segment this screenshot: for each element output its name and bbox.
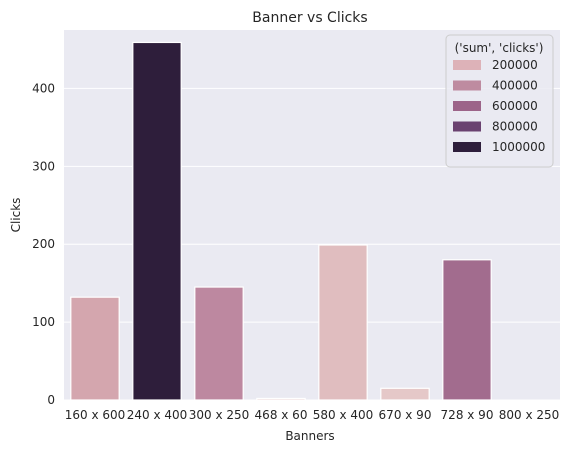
legend-label: 1000000	[492, 140, 545, 154]
x-tick-label: 300 x 250	[189, 408, 250, 422]
legend: ('sum', 'clicks') 200000 400000 600000 8000…	[445, 34, 554, 168]
x-axis-label: Banners	[285, 429, 334, 443]
y-tick-label: 0	[47, 393, 55, 407]
bar-580x400	[318, 244, 368, 401]
x-tick-label: 160 x 600	[65, 408, 126, 422]
bars	[70, 41, 492, 401]
bar-670x90	[380, 387, 430, 401]
y-tick-label: 300	[32, 159, 55, 173]
chart-title: Banner vs Clicks	[252, 10, 367, 26]
y-tick-label: 200	[32, 237, 55, 251]
bar-240x400	[132, 41, 182, 401]
legend-swatch	[453, 121, 481, 132]
x-tick-label: 468 x 60	[255, 408, 308, 422]
legend-label: 200000	[492, 58, 538, 72]
legend-swatch	[453, 101, 481, 111]
bar-468x60	[256, 397, 306, 401]
legend-label: 600000	[492, 99, 538, 113]
y-tick-label: 400	[32, 81, 55, 95]
legend-label: 400000	[492, 79, 538, 93]
x-tick-label: 670 x 90	[379, 408, 432, 422]
x-tick-label: 800 x 250	[499, 408, 560, 422]
y-ticks: 0 100 200 300 400	[32, 81, 55, 407]
legend-label: 800000	[492, 120, 538, 134]
x-tick-label: 580 x 400	[313, 408, 374, 422]
legend-swatch	[453, 80, 481, 91]
bar-728x90	[442, 259, 492, 401]
x-tick-label: 240 x 400	[127, 408, 188, 422]
y-tick-label: 100	[32, 315, 55, 329]
bar-300x250	[194, 286, 244, 401]
y-axis-label: Clicks	[9, 198, 23, 233]
x-tick-label: 728 x 90	[441, 408, 494, 422]
legend-swatch	[453, 60, 481, 70]
x-ticks: 160 x 600 240 x 400 300 x 250 468 x 60 580 x…	[65, 408, 560, 422]
legend-title: ('sum', 'clicks')	[455, 41, 544, 55]
legend-swatch	[453, 142, 481, 152]
bar-160x600	[70, 296, 120, 401]
